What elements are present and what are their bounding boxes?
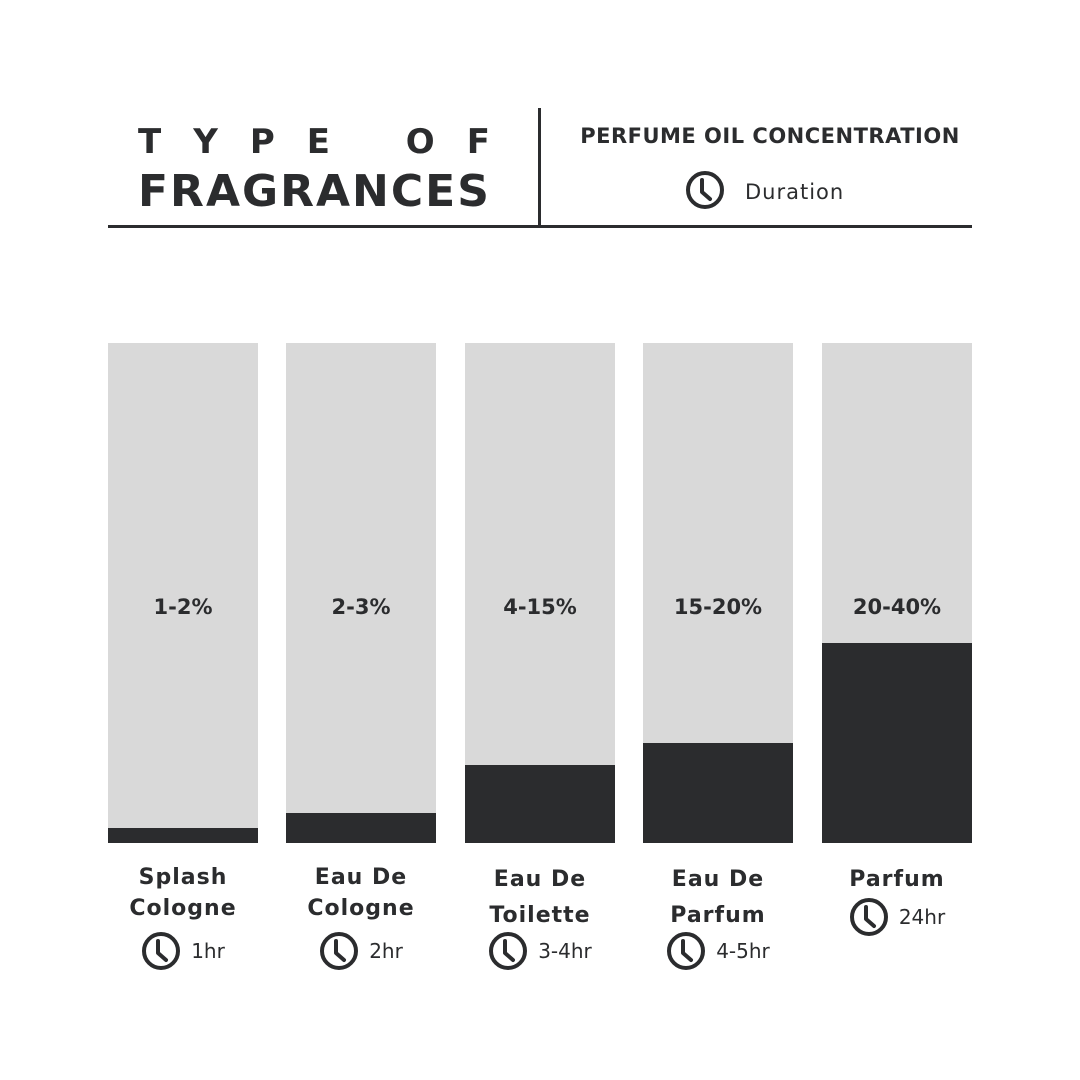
subtitle: PERFUME OIL CONCENTRATION [580,124,960,148]
category-label-line: Cologne [307,896,415,921]
category-label-line: Toilette [489,903,591,928]
concentration-label: 20-40% [852,595,942,619]
category-label-line: Eau De [671,867,765,892]
category-label: Splash Cologne [108,862,258,924]
category-label: Parfum [822,864,972,895]
clock-icon [849,897,889,937]
category-label: Eau De Toilette [465,862,615,934]
bar-fill [108,828,258,843]
bar-fill [643,743,793,843]
clock-icon [685,170,725,214]
title-line-2: FRAGRANCES [138,166,491,217]
duration-label: 2hr [369,939,403,963]
header-divider-horizontal [108,225,972,228]
duration: 4-5hr [643,931,793,971]
duration: 24hr [822,897,972,937]
bar-track [465,343,615,843]
category-label: Eau De Parfum [643,862,793,934]
concentration-label: 15-20% [673,595,763,619]
clock-icon [666,931,706,971]
bar-fill [286,813,436,843]
bar-track [643,343,793,843]
bar-track [108,343,258,843]
bar-fill [465,765,615,843]
category-label-line: Eau De [314,865,408,890]
bar-fill [822,643,972,843]
category-label: Eau De Cologne [286,862,436,924]
category-label-line: Cologne [129,896,237,921]
duration-label: 3-4hr [538,939,592,963]
duration: 1hr [108,931,258,971]
clock-icon [488,931,528,971]
category-label-line: Parfum [670,903,766,928]
concentration-label: 1-2% [153,595,213,619]
title-line-1: TYPE OF [138,122,522,162]
header-divider-vertical [538,108,541,226]
category-label-line: Parfum [849,867,945,892]
legend-label: Duration [745,180,845,204]
duration: 2hr [286,931,436,971]
duration-label: 1hr [191,939,225,963]
bar-track [822,343,972,843]
bar-track [286,343,436,843]
duration: 3-4hr [465,931,615,971]
clock-icon [319,931,359,971]
category-label-line: Splash [138,865,228,890]
concentration-label: 4-15% [503,595,577,619]
clock-icon [141,931,181,971]
concentration-label: 2-3% [331,595,391,619]
duration-label: 24hr [898,905,946,929]
duration-label: 4-5hr [716,939,770,963]
category-label-line: Eau De [493,867,587,892]
legend: Duration [685,170,844,214]
